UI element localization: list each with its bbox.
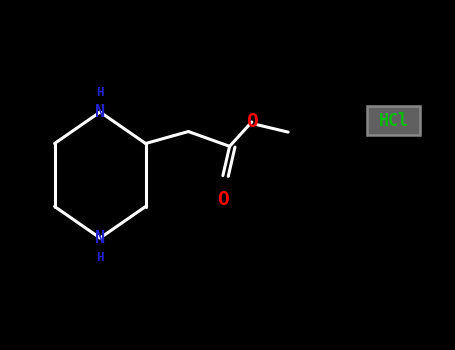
Text: HCl: HCl xyxy=(379,112,409,130)
Text: N: N xyxy=(95,103,105,121)
Text: N: N xyxy=(95,229,105,247)
Text: O: O xyxy=(217,190,229,209)
Text: H: H xyxy=(96,251,104,264)
Text: H: H xyxy=(96,86,104,99)
Text: O: O xyxy=(246,112,258,132)
FancyBboxPatch shape xyxy=(368,106,420,135)
